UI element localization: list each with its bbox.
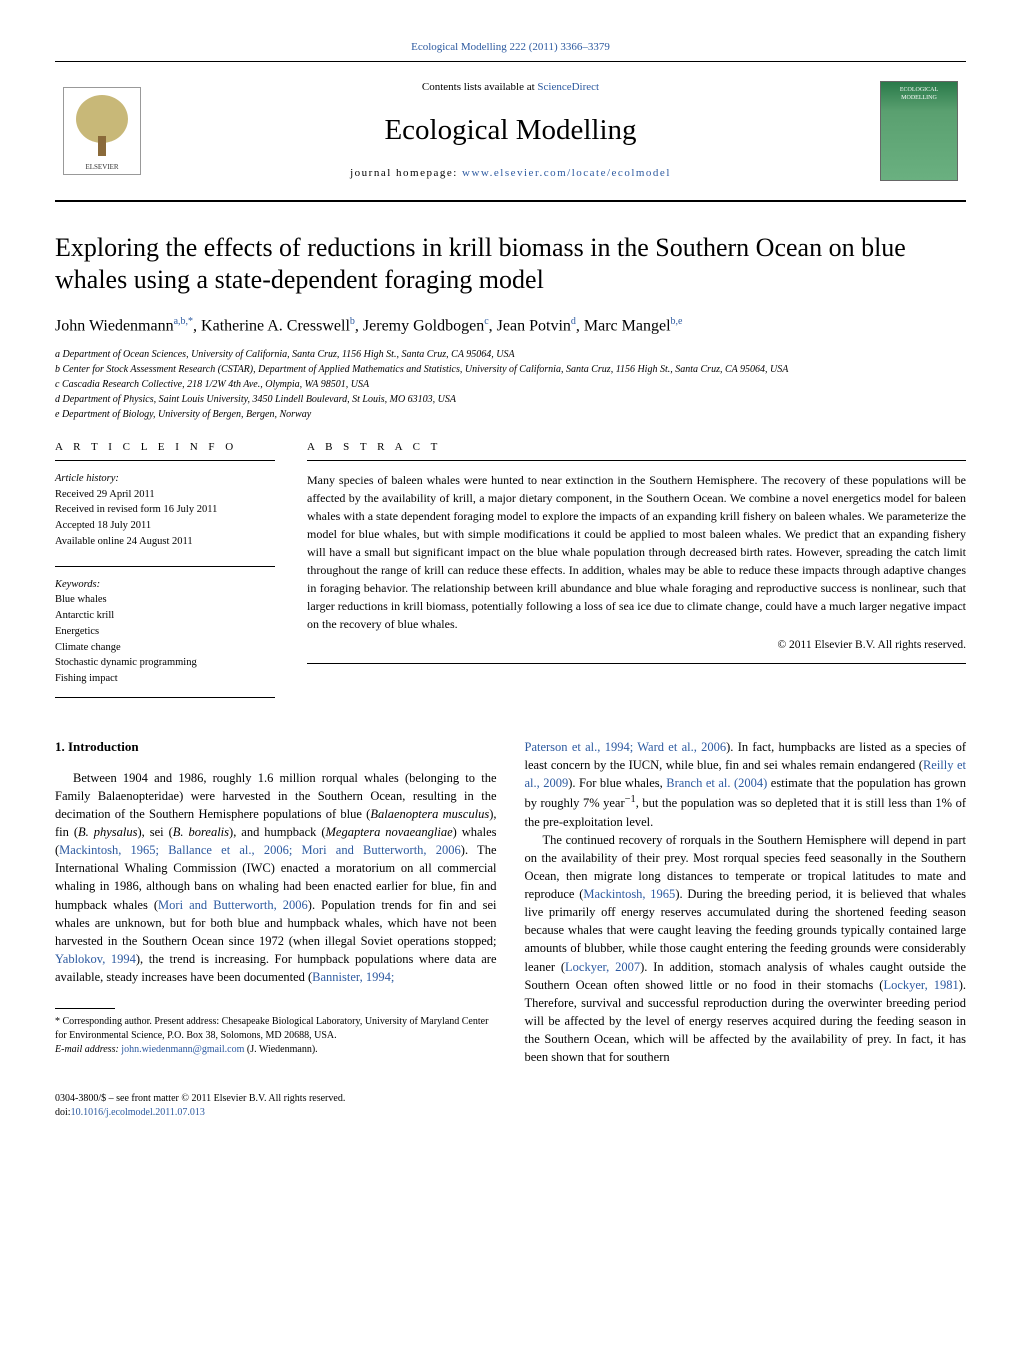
keyword: Stochastic dynamic programming [55, 655, 275, 671]
cover-label: ECOLOGICAL MODELLING [885, 86, 953, 103]
footnote-corr: * Corresponding author. Present address:… [55, 1015, 497, 1043]
body-paragraph: Between 1904 and 1986, roughly 1.6 milli… [55, 769, 497, 987]
footer-info: 0304-3800/$ – see front matter © 2011 El… [55, 1092, 966, 1120]
rule-top [55, 61, 966, 62]
issn-line: 0304-3800/$ – see front matter © 2011 El… [55, 1092, 966, 1106]
doi-line: doi:10.1016/j.ecolmodel.2011.07.013 [55, 1106, 966, 1120]
affiliation: e Department of Biology, University of B… [55, 407, 966, 422]
keyword: Antarctic krill [55, 608, 275, 624]
sciencedirect-link[interactable]: ScienceDirect [537, 81, 599, 93]
journal-citation[interactable]: Ecological Modelling 222 (2011) 3366–337… [55, 40, 966, 55]
email-suffix: (J. Wiedenmann). [244, 1044, 317, 1055]
keyword: Energetics [55, 624, 275, 640]
contents-line: Contents lists available at ScienceDirec… [141, 80, 880, 95]
homepage-link[interactable]: www.elsevier.com/locate/ecolmodel [462, 167, 671, 179]
affiliation: a Department of Ocean Sciences, Universi… [55, 347, 966, 362]
rule-history [55, 566, 275, 567]
body-column-right: Paterson et al., 1994; Ward et al., 2006… [525, 738, 967, 1066]
journal-homepage-line: journal homepage: www.elsevier.com/locat… [141, 166, 880, 181]
header-center: Contents lists available at ScienceDirec… [141, 80, 880, 181]
keyword: Climate change [55, 640, 275, 656]
contents-prefix: Contents lists available at [422, 81, 537, 93]
keyword: Fishing impact [55, 671, 275, 687]
article-title: Exploring the effects of reductions in k… [55, 232, 966, 297]
affiliation: b Center for Stock Assessment Research (… [55, 362, 966, 377]
abstract-copyright: © 2011 Elsevier B.V. All rights reserved… [307, 637, 966, 653]
email-label: E-mail address: [55, 1044, 121, 1055]
footnote-email-line: E-mail address: john.wiedenmann@gmail.co… [55, 1043, 497, 1057]
keywords-block: Keywords: Blue whales Antarctic krill En… [55, 577, 275, 687]
body-paragraph: The continued recovery of rorquals in th… [525, 831, 967, 1067]
keywords-head: Keywords: [55, 577, 275, 593]
footnote-separator [55, 1008, 115, 1009]
abstract-block: A B S T R A C T Many species of baleen w… [307, 440, 966, 697]
article-info-row: A R T I C L E I N F O Article history: R… [55, 440, 966, 697]
label-abstract: A B S T R A C T [307, 440, 966, 460]
history-line: Accepted 18 July 2011 [55, 518, 275, 534]
rule-keywords [55, 697, 275, 698]
history-head: Article history: [55, 471, 275, 487]
page-container: Ecological Modelling 222 (2011) 3366–337… [0, 0, 1021, 1160]
homepage-prefix: journal homepage: [350, 167, 462, 179]
corresponding-author-footnote: * Corresponding author. Present address:… [55, 1015, 497, 1057]
journal-header: ELSEVIER Contents lists available at Sci… [55, 80, 966, 181]
abstract-text: Many species of baleen whales were hunte… [307, 471, 966, 633]
history-line: Received 29 April 2011 [55, 487, 275, 503]
history-line: Received in revised form 16 July 2011 [55, 502, 275, 518]
rule-abstract [307, 663, 966, 664]
journal-name: Ecological Modelling [141, 110, 880, 151]
doi-prefix: doi: [55, 1107, 71, 1118]
section-heading-intro: 1. Introduction [55, 738, 497, 757]
author-list: John Wiedenmanna,b,*, Katherine A. Cress… [55, 315, 966, 338]
affiliation: c Cascadia Research Collective, 218 1/2W… [55, 377, 966, 392]
body-paragraph: Paterson et al., 1994; Ward et al., 2006… [525, 738, 967, 831]
elsevier-logo[interactable]: ELSEVIER [63, 87, 141, 175]
body-columns: 1. Introduction Between 1904 and 1986, r… [55, 738, 966, 1066]
article-history: Article history: Received 29 April 2011 … [55, 471, 275, 550]
keyword: Blue whales [55, 592, 275, 608]
affiliation: d Department of Physics, Saint Louis Uni… [55, 392, 966, 407]
body-column-left: 1. Introduction Between 1904 and 1986, r… [55, 738, 497, 1066]
email-link[interactable]: john.wiedenmann@gmail.com [121, 1044, 244, 1055]
tree-icon: ELSEVIER [67, 91, 137, 171]
history-line: Available online 24 August 2011 [55, 534, 275, 550]
rule-header-bottom [55, 200, 966, 202]
article-info-left: A R T I C L E I N F O Article history: R… [55, 440, 275, 697]
label-article-info: A R T I C L E I N F O [55, 440, 275, 460]
svg-text:ELSEVIER: ELSEVIER [85, 163, 118, 171]
journal-cover-thumbnail[interactable]: ECOLOGICAL MODELLING [880, 81, 958, 181]
affiliation-list: a Department of Ocean Sciences, Universi… [55, 347, 966, 422]
doi-link[interactable]: 10.1016/j.ecolmodel.2011.07.013 [71, 1107, 205, 1118]
